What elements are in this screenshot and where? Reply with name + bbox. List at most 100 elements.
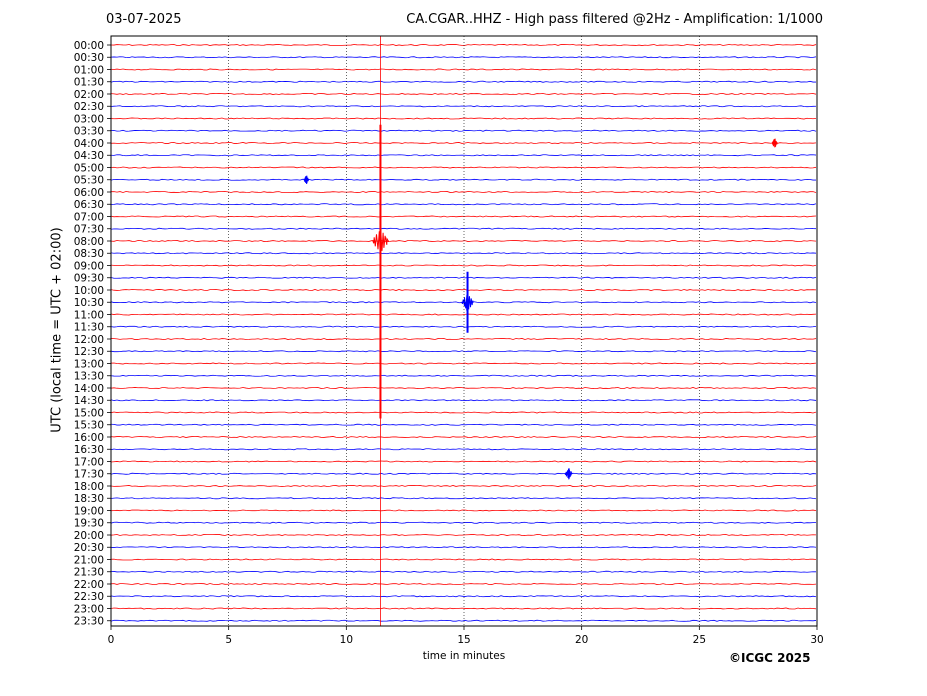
chart-title: CA.CGAR..HHZ - High pass filtered @2Hz -… xyxy=(406,12,823,27)
y-tick-label: 05:30 xyxy=(74,175,104,187)
trace-0900 xyxy=(110,264,817,267)
trace-1600 xyxy=(110,436,817,438)
trace-1330 xyxy=(110,374,817,377)
y-tick-label: 20:30 xyxy=(74,542,104,554)
y-tick-label: 15:30 xyxy=(74,420,104,432)
y-tick-label: 15:00 xyxy=(74,407,104,419)
x-tick-label: 25 xyxy=(693,634,706,646)
trace-2000 xyxy=(110,534,817,536)
x-tick-label: 5 xyxy=(225,634,232,646)
y-tick-label: 00:00 xyxy=(74,40,104,52)
y-tick-label: 19:00 xyxy=(74,505,104,517)
y-tick-label: 09:30 xyxy=(74,273,104,285)
event-4 xyxy=(771,138,778,148)
x-tick-label: 15 xyxy=(457,634,470,646)
trace-2330 xyxy=(110,619,817,622)
trace-0000 xyxy=(110,44,817,46)
y-tick-label: 08:30 xyxy=(74,248,104,260)
y-ticks: 00:0000:3001:0001:3002:0002:3003:0003:30… xyxy=(74,40,111,628)
y-tick-label: 12:30 xyxy=(74,346,104,358)
trace-0100 xyxy=(110,68,817,71)
trace-1200 xyxy=(110,338,817,340)
y-tick-label: 03:00 xyxy=(74,113,104,125)
trace-1730 xyxy=(110,472,817,475)
trace-2130 xyxy=(110,570,817,573)
trace-1230 xyxy=(110,350,817,353)
y-tick-label: 03:30 xyxy=(74,126,104,138)
trace-2300 xyxy=(110,607,817,610)
trace-0330 xyxy=(110,129,817,132)
trace-1630 xyxy=(110,448,817,451)
y-tick-label: 10:30 xyxy=(74,297,104,309)
trace-1130 xyxy=(110,325,817,328)
y-tick-label: 02:00 xyxy=(74,89,104,101)
x-tick-label: 10 xyxy=(340,634,353,646)
trace-1400 xyxy=(110,387,817,389)
y-tick-label: 13:00 xyxy=(74,358,104,370)
y-tick-label: 14:00 xyxy=(74,383,104,395)
grid-layer xyxy=(228,36,700,626)
date-label: 03-07-2025 xyxy=(106,12,182,27)
y-tick-label: 13:30 xyxy=(74,371,104,383)
x-tick-label: 20 xyxy=(575,634,588,646)
trace-0700 xyxy=(110,215,817,218)
y-tick-label: 10:00 xyxy=(74,285,104,297)
trace-0300 xyxy=(110,117,817,120)
trace-0430 xyxy=(110,154,817,157)
trace-1530 xyxy=(110,423,817,426)
trace-0530 xyxy=(110,178,817,181)
trace-0830 xyxy=(110,252,817,255)
trace-2200 xyxy=(110,583,817,585)
trace-0930 xyxy=(110,276,817,279)
trace-0230 xyxy=(110,105,817,108)
trace-0630 xyxy=(110,203,817,206)
trace-0400 xyxy=(110,142,817,144)
x-tick-label: 30 xyxy=(810,634,823,646)
y-tick-label: 07:00 xyxy=(74,211,104,223)
trace-1100 xyxy=(110,313,817,316)
y-tick-label: 20:00 xyxy=(74,530,104,542)
y-tick-label: 01:30 xyxy=(74,77,104,89)
trace-0500 xyxy=(110,166,817,169)
y-tick-label: 17:00 xyxy=(74,456,104,468)
trace-0800 xyxy=(110,240,817,242)
y-tick-label: 12:00 xyxy=(74,334,104,346)
trace-2100 xyxy=(110,558,817,561)
trace-0130 xyxy=(110,80,817,83)
trace-1300 xyxy=(110,362,817,365)
trace-0030 xyxy=(110,56,817,59)
traces-layer xyxy=(110,44,817,622)
x-tick-label: 0 xyxy=(108,634,115,646)
y-tick-label: 21:30 xyxy=(74,567,104,579)
y-tick-label: 04:30 xyxy=(74,150,104,162)
trace-2030 xyxy=(110,546,817,549)
y-tick-label: 05:00 xyxy=(74,162,104,174)
y-tick-label: 09:00 xyxy=(74,260,104,272)
y-tick-label: 00:30 xyxy=(74,52,104,64)
y-tick-label: 04:00 xyxy=(74,138,104,150)
copyright-label: ©ICGC 2025 xyxy=(729,651,811,665)
y-tick-label: 21:00 xyxy=(74,554,104,566)
y-tick-label: 22:00 xyxy=(74,579,104,591)
event-5 xyxy=(303,175,310,184)
y-tick-label: 16:00 xyxy=(74,432,104,444)
y-tick-label: 11:30 xyxy=(74,322,104,334)
trace-0600 xyxy=(110,191,817,193)
y-tick-label: 02:30 xyxy=(74,101,104,113)
event-3 xyxy=(564,468,573,480)
y-tick-label: 16:30 xyxy=(74,444,104,456)
trace-1900 xyxy=(110,509,817,512)
trace-0200 xyxy=(110,93,817,95)
y-tick-label: 01:00 xyxy=(74,64,104,76)
trace-2230 xyxy=(110,595,817,598)
y-tick-label: 23:30 xyxy=(74,616,104,628)
y-tick-label: 06:30 xyxy=(74,199,104,211)
trace-1930 xyxy=(110,521,817,524)
y-tick-label: 18:30 xyxy=(74,493,104,505)
trace-1800 xyxy=(110,485,817,487)
y-tick-label: 07:30 xyxy=(74,224,104,236)
y-tick-label: 14:30 xyxy=(74,395,104,407)
trace-0730 xyxy=(110,227,817,230)
y-tick-label: 18:00 xyxy=(74,481,104,493)
